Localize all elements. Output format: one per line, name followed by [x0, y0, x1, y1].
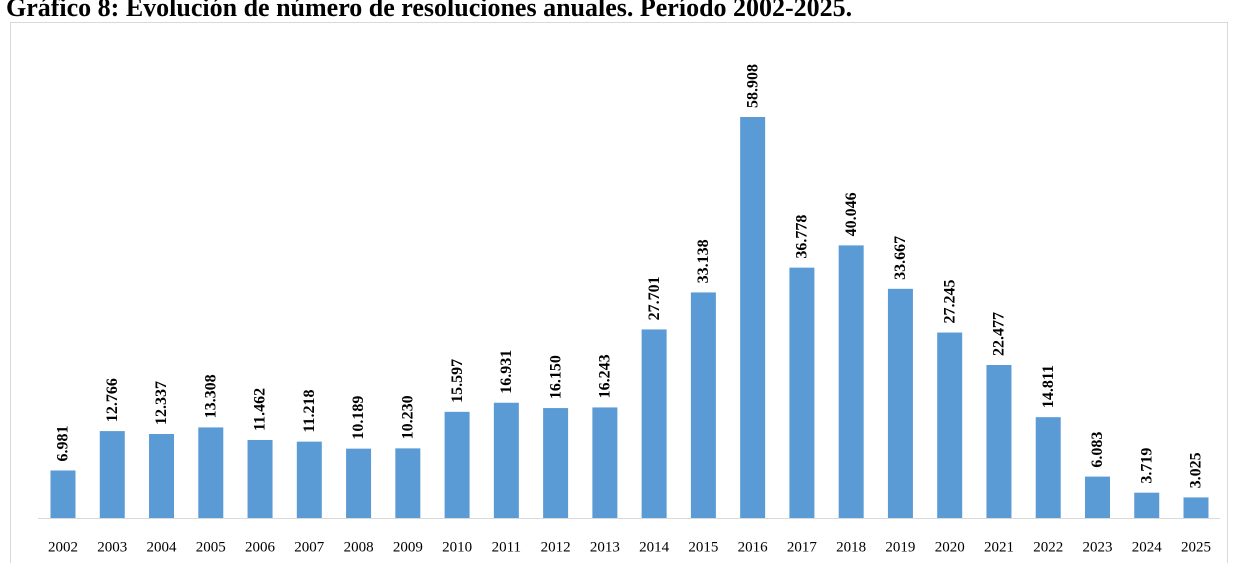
- bar: [690, 292, 716, 518]
- x-tick-label: 2018: [836, 539, 866, 555]
- value-label: 16.150: [547, 355, 564, 399]
- value-label: 6.981: [55, 425, 72, 461]
- x-tick-label: 2006: [245, 539, 276, 555]
- x-tick-label: 2017: [787, 539, 818, 555]
- bar: [887, 288, 913, 518]
- bar: [99, 431, 125, 518]
- value-label: 11.218: [301, 390, 318, 433]
- bar: [543, 408, 569, 518]
- bar: [247, 439, 273, 518]
- value-label: 6.083: [1089, 432, 1106, 468]
- value-label: 16.931: [498, 350, 515, 394]
- bar: [296, 441, 322, 518]
- x-tick-label: 2007: [294, 539, 325, 555]
- x-tick-label: 2013: [590, 539, 620, 555]
- bar: [198, 427, 224, 518]
- value-label: 10.230: [399, 395, 416, 439]
- chart-title: Gráfico 8: Evolución de número de resolu…: [6, 0, 852, 22]
- x-tick-label: 2002: [48, 539, 78, 555]
- bar: [395, 448, 421, 518]
- value-label: 3.025: [1188, 452, 1205, 488]
- value-label: 36.778: [794, 215, 811, 259]
- bar: [592, 407, 618, 518]
- x-tick-label: 2022: [1033, 539, 1063, 555]
- x-tick-label: 2020: [935, 539, 965, 555]
- bar: [1183, 497, 1209, 518]
- value-label: 40.046: [843, 192, 860, 236]
- x-tick-label: 2019: [885, 539, 915, 555]
- bar: [838, 245, 864, 518]
- value-label: 12.337: [153, 381, 170, 425]
- x-tick-label: 2003: [97, 539, 127, 555]
- bar: [740, 117, 766, 518]
- x-tick-label: 2014: [639, 539, 670, 555]
- x-tick-label: 2010: [442, 539, 472, 555]
- bar: [1035, 417, 1061, 518]
- x-tick-label: 2025: [1181, 539, 1211, 555]
- value-label: 14.811: [1040, 365, 1057, 408]
- x-tick-label: 2021: [984, 539, 1014, 555]
- value-label: 33.138: [695, 239, 712, 283]
- value-label: 10.189: [350, 396, 367, 440]
- x-tick-label: 2005: [196, 539, 226, 555]
- bar: [149, 434, 175, 518]
- bar: [493, 402, 519, 518]
- bar: [444, 411, 470, 518]
- bar: [986, 364, 1012, 518]
- value-label: 27.245: [941, 280, 958, 324]
- value-label: 11.462: [252, 388, 269, 431]
- value-label: 15.597: [449, 359, 466, 403]
- value-label: 33.667: [892, 236, 909, 280]
- x-tick-label: 2012: [541, 539, 571, 555]
- x-tick-label: 2004: [147, 539, 178, 555]
- bar: [50, 470, 76, 518]
- x-tick-label: 2024: [1132, 539, 1163, 555]
- bar: [641, 329, 667, 518]
- x-tick-label: 2015: [688, 539, 718, 555]
- value-label: 13.308: [202, 374, 219, 418]
- value-label: 12.766: [104, 378, 121, 422]
- bar: [1084, 476, 1110, 518]
- bar: [789, 267, 815, 518]
- value-label: 3.719: [1138, 448, 1155, 484]
- bar: [346, 448, 372, 518]
- x-tick-label: 2011: [492, 539, 521, 555]
- value-label: 16.243: [597, 354, 614, 398]
- value-label: 22.477: [991, 312, 1008, 356]
- bar: [937, 332, 963, 518]
- x-tick-label: 2023: [1082, 539, 1112, 555]
- chart-frame: [10, 22, 1228, 563]
- x-tick-label: 2016: [738, 539, 769, 555]
- x-tick-label: 2009: [393, 539, 423, 555]
- value-label: 58.908: [744, 64, 761, 108]
- value-label: 27.701: [646, 276, 663, 320]
- bar: [1134, 492, 1160, 518]
- x-tick-label: 2008: [344, 539, 374, 555]
